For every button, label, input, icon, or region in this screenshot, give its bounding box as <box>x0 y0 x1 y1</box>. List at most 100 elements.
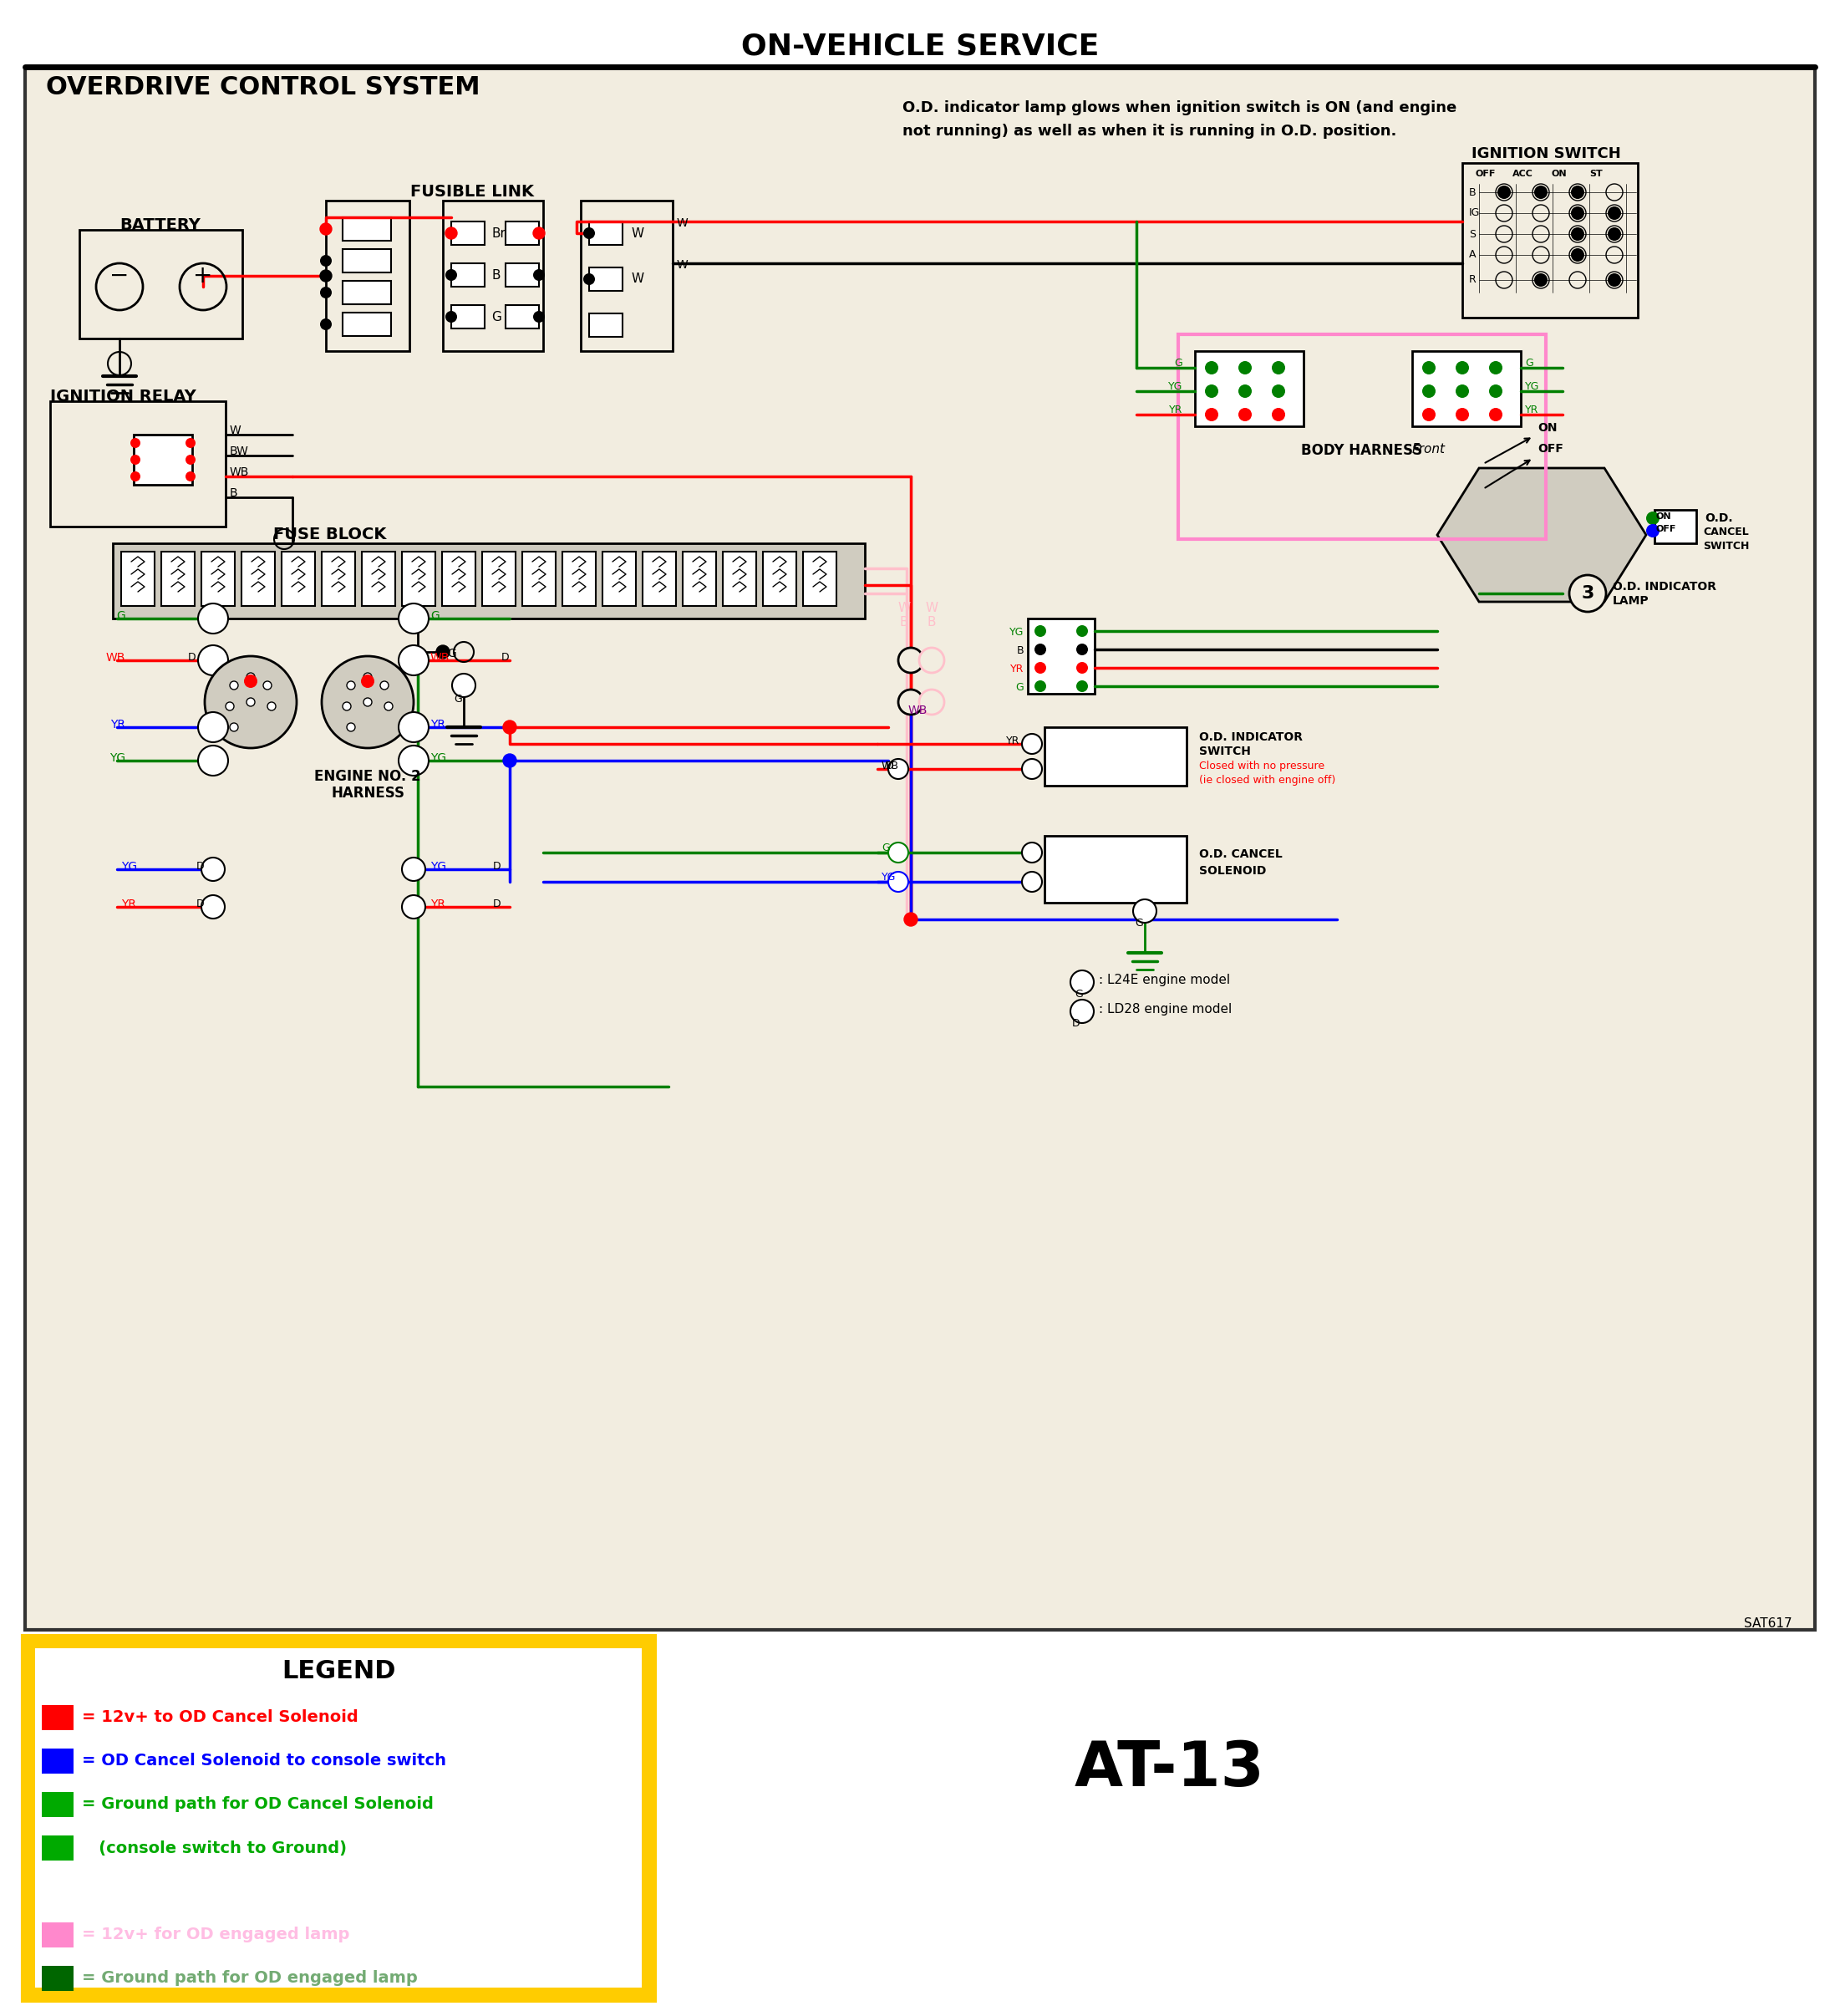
Circle shape <box>920 689 944 714</box>
Circle shape <box>267 702 276 710</box>
Circle shape <box>1133 899 1157 923</box>
Circle shape <box>1570 575 1606 611</box>
Circle shape <box>385 702 392 710</box>
Circle shape <box>445 310 456 323</box>
Bar <box>362 552 396 607</box>
Circle shape <box>1422 385 1435 397</box>
Circle shape <box>401 857 425 881</box>
Text: O.D.: O.D. <box>1704 512 1733 524</box>
Bar <box>26 1639 651 1998</box>
Text: WB: WB <box>431 651 449 663</box>
Text: B: B <box>491 268 500 282</box>
Text: D: D <box>188 651 197 663</box>
Text: D: D <box>493 861 500 871</box>
Circle shape <box>1205 361 1218 375</box>
Bar <box>442 552 475 607</box>
Bar <box>42 1966 74 1992</box>
Circle shape <box>186 437 195 448</box>
Circle shape <box>320 254 331 266</box>
Text: O.D. INDICATOR: O.D. INDICATOR <box>1200 732 1303 744</box>
Circle shape <box>534 268 545 280</box>
Polygon shape <box>1437 468 1647 603</box>
Circle shape <box>361 675 374 687</box>
Text: YG: YG <box>431 861 447 873</box>
Circle shape <box>920 647 944 673</box>
Bar <box>326 202 410 351</box>
Text: YR: YR <box>431 720 445 730</box>
Circle shape <box>230 681 237 689</box>
Circle shape <box>889 843 909 863</box>
Circle shape <box>1535 185 1547 200</box>
Text: D: D <box>197 861 204 871</box>
Text: B: B <box>1016 645 1023 655</box>
Text: W
B: W B <box>926 603 938 629</box>
Text: = OD Cancel Solenoid to console switch: = OD Cancel Solenoid to console switch <box>83 1754 447 1768</box>
Circle shape <box>226 702 234 710</box>
Circle shape <box>1571 185 1584 200</box>
Circle shape <box>1422 407 1435 421</box>
Circle shape <box>1422 361 1435 375</box>
Bar <box>322 552 355 607</box>
Circle shape <box>186 472 195 482</box>
Bar <box>451 222 484 244</box>
Text: G: G <box>1525 359 1533 369</box>
Circle shape <box>131 437 140 448</box>
Circle shape <box>1071 970 1093 994</box>
Bar <box>451 304 484 329</box>
Bar <box>342 280 392 304</box>
Bar <box>342 250 392 272</box>
Circle shape <box>1455 407 1468 421</box>
Bar <box>683 552 716 607</box>
Bar <box>1178 335 1546 538</box>
Text: CANCEL: CANCEL <box>1704 526 1748 538</box>
Text: G: G <box>431 611 440 621</box>
Circle shape <box>1238 407 1251 421</box>
Circle shape <box>131 456 140 466</box>
Circle shape <box>1076 679 1087 691</box>
Text: BW: BW <box>230 446 248 458</box>
Circle shape <box>399 645 429 675</box>
Bar <box>79 230 243 339</box>
Bar <box>401 552 436 607</box>
Circle shape <box>1071 1000 1093 1022</box>
Bar <box>121 552 155 607</box>
Text: (ie closed with engine off): (ie closed with engine off) <box>1200 774 1336 786</box>
Circle shape <box>445 228 456 240</box>
Text: : LD28 engine model: : LD28 engine model <box>1098 1004 1233 1016</box>
Text: ACC: ACC <box>1512 169 1533 177</box>
Circle shape <box>1076 643 1087 655</box>
Circle shape <box>346 681 355 689</box>
Circle shape <box>1034 661 1047 673</box>
Text: YG: YG <box>121 861 138 873</box>
Circle shape <box>1021 843 1041 863</box>
Bar <box>112 542 865 619</box>
Text: D: D <box>197 899 204 909</box>
Circle shape <box>534 228 545 240</box>
Circle shape <box>364 698 372 706</box>
Circle shape <box>1571 228 1584 240</box>
Circle shape <box>583 274 594 284</box>
Text: S: S <box>1468 228 1476 240</box>
Text: G: G <box>1174 359 1183 369</box>
Text: ON: ON <box>1538 421 1557 433</box>
Text: G: G <box>1075 988 1082 1000</box>
Text: W: W <box>677 260 688 270</box>
Circle shape <box>898 689 924 714</box>
Text: 3: 3 <box>1581 585 1593 603</box>
Text: G: G <box>116 611 125 621</box>
Text: SAT617: SAT617 <box>1744 1617 1792 1629</box>
Bar <box>342 312 392 337</box>
Bar <box>342 218 392 240</box>
Circle shape <box>445 228 456 240</box>
Circle shape <box>1271 361 1284 375</box>
Text: G: G <box>447 647 456 659</box>
Bar <box>42 1748 74 1774</box>
Text: A: A <box>1468 250 1476 260</box>
Bar <box>1654 510 1696 542</box>
Text: IGNITION SWITCH: IGNITION SWITCH <box>1472 147 1621 161</box>
Circle shape <box>320 224 331 236</box>
Text: −: − <box>110 264 129 288</box>
Bar <box>1045 837 1187 903</box>
Text: G: G <box>1016 681 1023 694</box>
Circle shape <box>445 268 456 280</box>
